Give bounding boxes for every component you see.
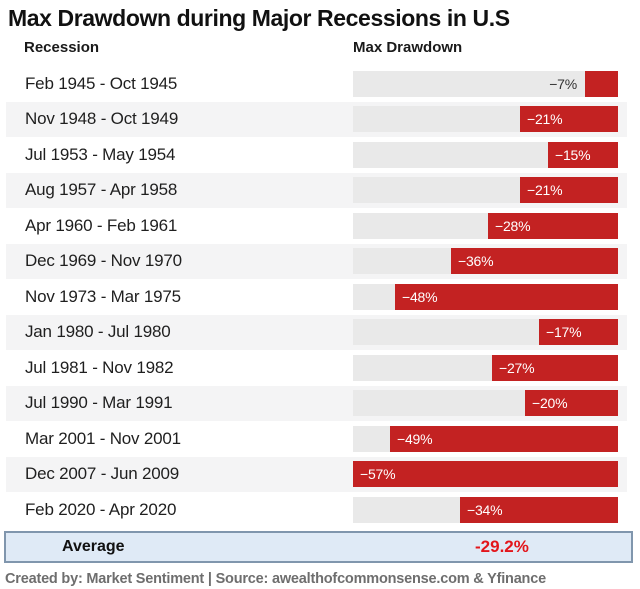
drawdown-value: −21% — [527, 182, 563, 199]
recession-period-label: Feb 2020 - Apr 2020 — [25, 499, 177, 519]
table-row: Feb 1945 - Oct 1945 −7% — [6, 66, 627, 102]
bar-track: −21% — [353, 177, 618, 204]
recession-period-label: Apr 1960 - Feb 1961 — [25, 215, 178, 235]
table-row: Mar 2001 - Nov 2001 −49% — [6, 421, 627, 457]
drawdown-bar: −21% — [520, 106, 618, 133]
bar-track: −36% — [353, 248, 618, 275]
bar-track: −27% — [353, 354, 618, 381]
bar-track: −28% — [353, 212, 618, 239]
drawdown-bar: −48% — [395, 283, 618, 310]
recession-period-label: Dec 2007 - Jun 2009 — [25, 464, 180, 484]
average-value: -29.2% — [475, 536, 529, 556]
recession-period-label: Nov 1973 - Mar 1975 — [25, 286, 181, 306]
drawdown-value: −27% — [499, 359, 535, 376]
bar-track: −49% — [353, 425, 618, 452]
recession-period-label: Jul 1981 - Nov 1982 — [25, 357, 174, 377]
drawdown-value: −7% — [549, 75, 577, 92]
footer-attribution: Created by: Market Sentiment | Source: a… — [5, 570, 546, 587]
drawdown-value: −15% — [555, 146, 591, 163]
drawdown-bar: −49% — [390, 425, 618, 452]
recession-period-label: Feb 1945 - Oct 1945 — [25, 73, 178, 93]
drawdown-bar: −28% — [488, 212, 618, 239]
bar-track: −17% — [353, 319, 618, 346]
table-row: Aug 1957 - Apr 1958 −21% — [6, 172, 627, 208]
drawdown-bar: −17% — [539, 319, 618, 346]
drawdown-bar: −57% — [353, 461, 618, 488]
column-headers: Recession Max Drawdown — [0, 39, 640, 61]
drawdown-bar: −20% — [525, 390, 618, 417]
recession-period-label: Jan 1980 - Jul 1980 — [25, 322, 171, 342]
table-row: Feb 2020 - Apr 2020 −34% — [6, 492, 627, 528]
drawdown-bar: −21% — [520, 177, 618, 204]
drawdown-value: −48% — [402, 288, 438, 305]
drawdown-value: −20% — [532, 395, 568, 412]
drawdown-value: −17% — [546, 324, 582, 341]
average-row: Average -29.2% — [4, 530, 633, 563]
recession-period-label: Dec 1969 - Nov 1970 — [25, 251, 182, 271]
drawdown-value: −34% — [467, 501, 503, 518]
drawdown-bar — [585, 70, 618, 97]
drawdown-value: −49% — [397, 430, 433, 447]
drawdown-value: −36% — [458, 253, 494, 270]
drawdown-bar: −34% — [460, 496, 618, 523]
recession-period-label: Mar 2001 - Nov 2001 — [25, 428, 181, 448]
bar-track: −21% — [353, 106, 618, 133]
average-label: Average — [62, 537, 125, 555]
table-row: Jul 1990 - Mar 1991 −20% — [6, 385, 627, 421]
recession-period-label: Nov 1948 - Oct 1949 — [25, 109, 179, 129]
bar-track: −7% — [353, 70, 618, 97]
bar-rows: Feb 1945 - Oct 1945 −7% Nov 1948 - Oct 194… — [0, 66, 640, 528]
drawdown-value: −57% — [360, 466, 396, 483]
recession-period-label: Jul 1953 - May 1954 — [25, 144, 176, 164]
table-row: Jul 1981 - Nov 1982 −27% — [6, 350, 627, 386]
table-row: Nov 1973 - Mar 1975 −48% — [6, 279, 627, 315]
column-header-recession: Recession — [24, 39, 100, 56]
drawdown-bar: −15% — [548, 141, 618, 168]
recession-period-label: Jul 1990 - Mar 1991 — [25, 393, 173, 413]
table-row: Jan 1980 - Jul 1980 −17% — [6, 314, 627, 350]
drawdown-value: −21% — [527, 111, 563, 128]
recession-period-label: Aug 1957 - Apr 1958 — [25, 180, 178, 200]
bar-track: −48% — [353, 283, 618, 310]
table-row: Nov 1948 - Oct 1949 −21% — [6, 101, 627, 137]
table-row: Dec 2007 - Jun 2009 −57% — [6, 456, 627, 492]
chart-title: Max Drawdown during Major Recessions in … — [8, 5, 510, 31]
column-header-max-drawdown: Max Drawdown — [353, 39, 463, 56]
table-row: Jul 1953 - May 1954 −15% — [6, 137, 627, 173]
drawdown-value: −28% — [495, 217, 531, 234]
table-row: Apr 1960 - Feb 1961 −28% — [6, 208, 627, 244]
drawdown-bar: −27% — [492, 354, 618, 381]
bar-track: −15% — [353, 141, 618, 168]
bar-track: −20% — [353, 390, 618, 417]
table-row: Dec 1969 - Nov 1970 −36% — [6, 243, 627, 279]
bar-track: −34% — [353, 496, 618, 523]
bar-track: −57% — [353, 461, 618, 488]
drawdown-bar: −36% — [451, 248, 618, 275]
